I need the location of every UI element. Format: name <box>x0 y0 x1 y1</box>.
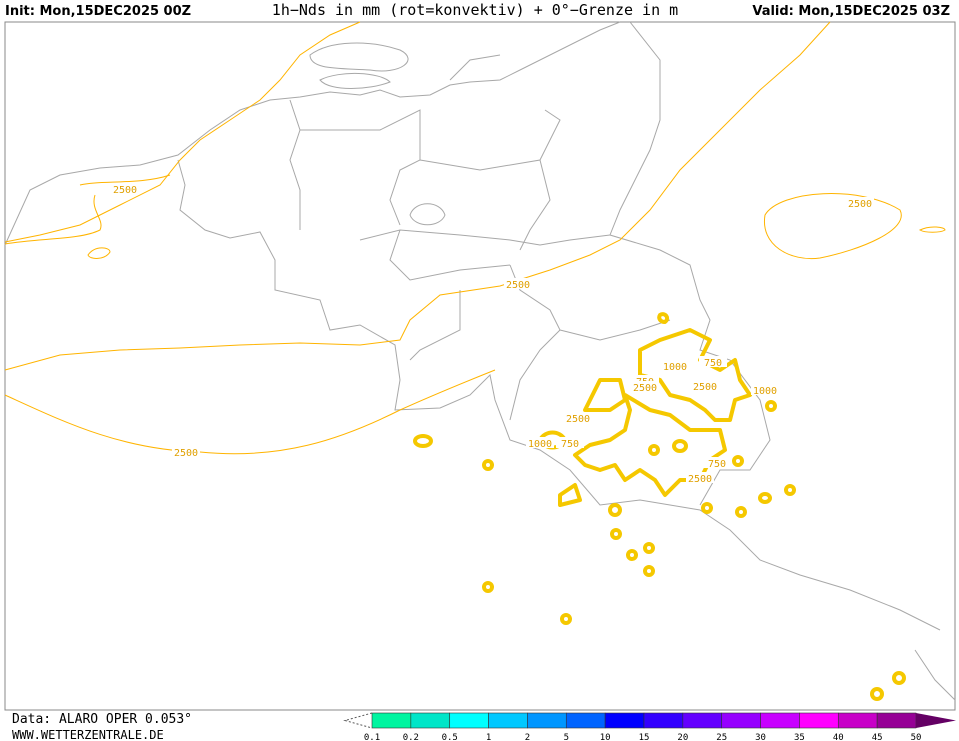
zero-line-east <box>87 193 946 260</box>
map-frame <box>4 21 956 711</box>
islands <box>309 42 409 89</box>
colorbar-segment <box>410 712 451 729</box>
colorbar-tick-label: 25 <box>716 733 727 741</box>
contour-label: 2500 <box>693 382 717 393</box>
precip-outline <box>538 312 752 507</box>
border-west <box>177 159 941 631</box>
colorbar-segment <box>643 712 684 729</box>
valid-time: Valid: Mon,15DEC2025 03Z <box>752 4 950 19</box>
contour-label-bg <box>172 446 200 457</box>
contour-label: 1000 <box>753 386 777 397</box>
contour-label-bg <box>751 384 779 395</box>
colorbar-segment <box>799 712 839 729</box>
zero-line-west <box>4 174 171 245</box>
colorbar-segment <box>876 712 917 729</box>
contour-label: 2500 <box>506 280 530 291</box>
colorbar: 0.1 0.2 0.5 1 2 5 10 15 20 25 30 35 40 45 50 <box>343 712 956 741</box>
contour-label-bg <box>703 457 731 468</box>
colorbar-segment <box>488 712 528 729</box>
colorbar-segment <box>527 712 567 729</box>
colorbar-high-arrow <box>916 713 956 728</box>
colorbar-segment <box>371 712 412 729</box>
contour-label-bg <box>556 437 584 448</box>
colorbar-segment <box>760 712 800 729</box>
contour-label: 2500 <box>633 383 657 394</box>
colorbar-tick-label: 20 <box>677 733 688 741</box>
contour-label: 750 <box>708 459 726 470</box>
map-title: 1h−Nds in mm (rot=konvektiv) + 0°−Grenze… <box>272 1 678 19</box>
contour-label: 750 <box>704 358 722 369</box>
zero-line-north <box>4 21 361 243</box>
contour-label: 2500 <box>566 414 590 425</box>
colorbar-segment <box>604 712 645 729</box>
website: WWW.WETTERZENTRALE.DE <box>12 728 164 741</box>
colorbar-segment <box>449 712 489 729</box>
precipitation-cluster <box>413 312 906 701</box>
province-brussels <box>409 203 446 226</box>
colorbar-tick-label: 40 <box>833 733 844 741</box>
colorbar-segment <box>565 712 606 729</box>
contour-label: 1000 <box>663 362 687 373</box>
contour-label-bg <box>111 183 139 194</box>
contour-labels: 2500 2500 2500 2500 750 1000 750 2500 2500 1000 25… <box>111 183 874 485</box>
coastline <box>4 21 621 246</box>
colorbar-tick-label: 50 <box>911 733 922 741</box>
border-east <box>609 21 771 506</box>
colorbar-tick-label: 0.1 <box>364 733 380 741</box>
zero-line-middle <box>4 21 831 371</box>
data-source: Data: ALARO OPER 0.053° <box>12 712 192 727</box>
contour-label: 2500 <box>688 474 712 485</box>
contour-label: 750 <box>561 439 579 450</box>
colorbar-tick-label: 1 <box>486 733 491 741</box>
contour-label-bg <box>504 278 532 289</box>
contour-label: 2500 <box>174 448 198 459</box>
contour-label-bg <box>631 381 659 392</box>
colorbar-tick-label: 30 <box>755 733 766 741</box>
contour-label-bg <box>691 380 719 391</box>
contour-label-bg <box>699 356 727 367</box>
contour-label-bg <box>526 437 554 448</box>
contour-label-bg <box>564 412 592 423</box>
contour-label-bg <box>846 197 874 208</box>
colorbar-segment <box>721 712 761 729</box>
colorbar-low-arrow <box>343 712 373 729</box>
colorbar-tick-label: 0.5 <box>442 733 458 741</box>
contour-label: 2500 <box>113 185 137 196</box>
colorbar-tick-label: 2 <box>525 733 530 741</box>
provinces <box>289 54 956 701</box>
contour-label: 1000 <box>528 439 552 450</box>
colorbar-tick-label: 35 <box>794 733 805 741</box>
init-time: Init: Mon,15DEC2025 00Z <box>5 4 191 19</box>
colorbar-segment <box>837 712 878 729</box>
zero-line-south <box>4 369 496 455</box>
colorbar-tick-label: 0.2 <box>403 733 419 741</box>
contour-label-bg <box>631 375 659 386</box>
contour-label-bg <box>686 472 714 483</box>
colorbar-segment <box>682 712 723 729</box>
colorbar-tick-label: 5 <box>564 733 569 741</box>
contour-label-bg <box>661 360 689 371</box>
colorbar-tick-label: 45 <box>872 733 883 741</box>
map-area: 2500 2500 2500 2500 750 1000 750 2500 2500 1000 25… <box>4 21 956 711</box>
precip-dots <box>413 400 906 701</box>
colorbar-tick-label: 10 <box>600 733 611 741</box>
contour-label: 2500 <box>848 199 872 210</box>
colorbar-tick-label: 15 <box>639 733 650 741</box>
